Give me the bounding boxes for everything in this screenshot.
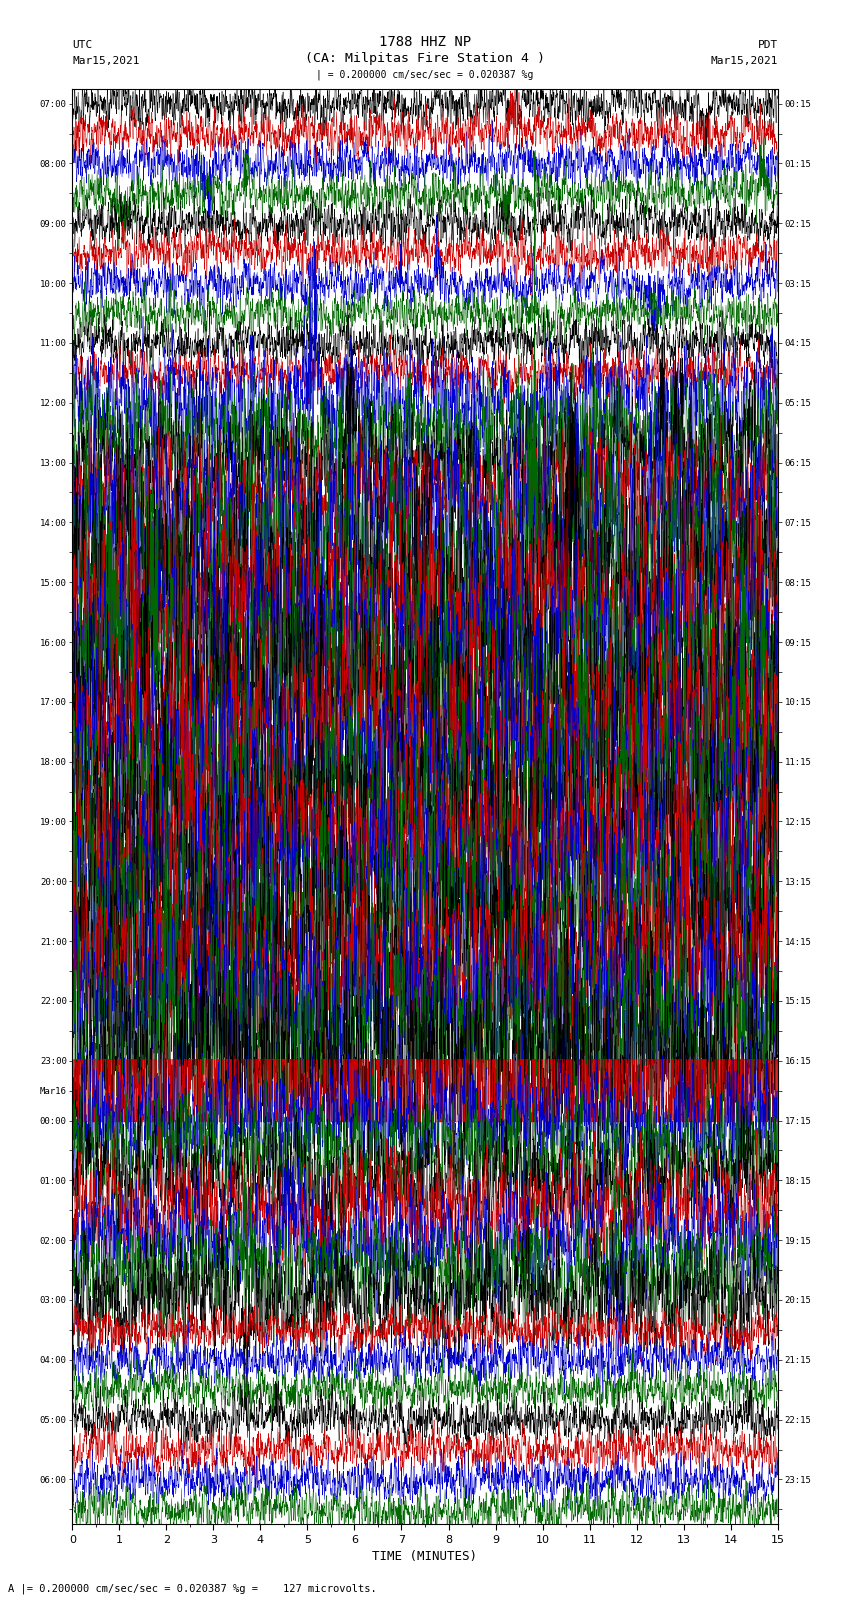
Text: | = 0.200000 cm/sec/sec = 0.020387 %g: | = 0.200000 cm/sec/sec = 0.020387 %g <box>316 69 534 81</box>
Text: Mar15,2021: Mar15,2021 <box>711 56 778 66</box>
Text: Mar15,2021: Mar15,2021 <box>72 56 139 66</box>
Text: A |= 0.200000 cm/sec/sec = 0.020387 %g =    127 microvolts.: A |= 0.200000 cm/sec/sec = 0.020387 %g =… <box>8 1582 377 1594</box>
Text: PDT: PDT <box>757 40 778 50</box>
Text: UTC: UTC <box>72 40 93 50</box>
Text: (CA: Milpitas Fire Station 4 ): (CA: Milpitas Fire Station 4 ) <box>305 52 545 65</box>
X-axis label: TIME (MINUTES): TIME (MINUTES) <box>372 1550 478 1563</box>
Text: 1788 HHZ NP: 1788 HHZ NP <box>379 35 471 50</box>
